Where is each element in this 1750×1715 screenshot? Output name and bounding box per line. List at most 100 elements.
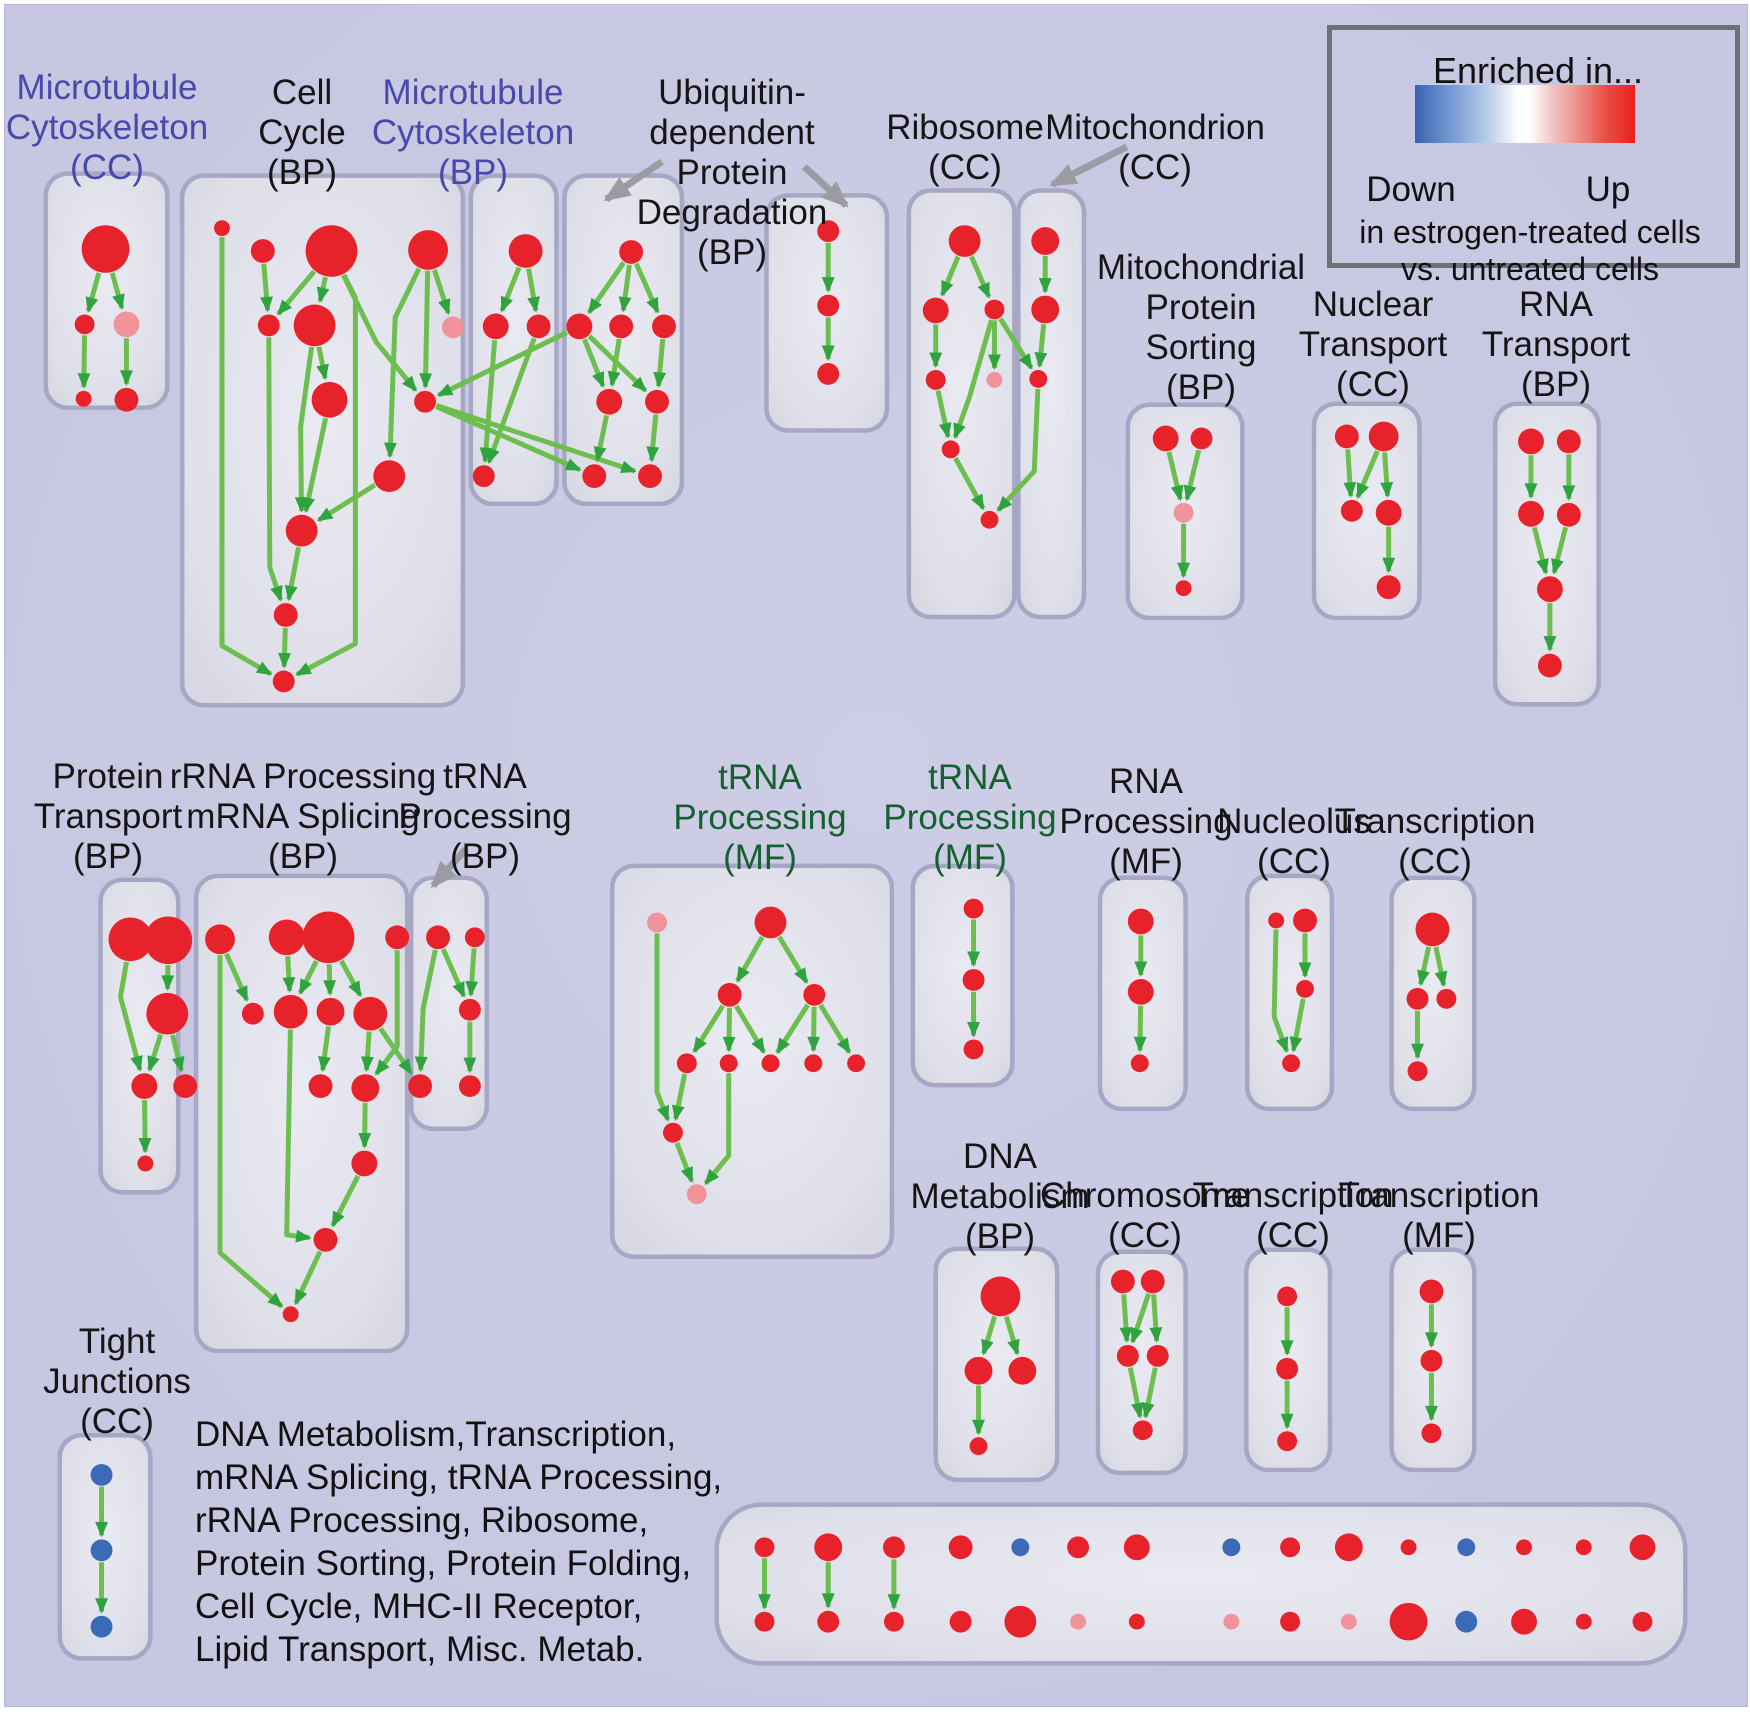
go-term-node [1280,1611,1301,1632]
go-term-node [257,314,280,337]
go-term-node [1556,429,1581,454]
edge-arrow [735,935,765,983]
figure-canvas: Microtubule Cytoskeleton (CC) Cell Cycle … [4,4,1748,1707]
cluster-box-multi-category [714,1502,1688,1666]
edge-arrow [147,1033,164,1072]
go-term-node [385,925,410,950]
go-term-node [1375,499,1402,526]
edge-arrow [358,1102,372,1149]
legend-box: Enriched in... Down Up in estrogen-treat… [1327,25,1740,287]
edge-arrow [297,960,319,995]
edge-arrow [419,270,433,389]
cluster-label-transcription-mf: Transcription (MF) [1338,1176,1540,1255]
go-term-node [638,464,662,489]
edge-arrow [593,414,609,463]
edge-arrow [1380,452,1394,498]
go-term-node [719,1054,738,1073]
edge-arrow [316,346,329,381]
edge-arrow [981,1315,997,1356]
go-term-node [717,982,742,1007]
cluster-box-mitochondrion [1016,188,1087,620]
edge-arrow [293,1250,323,1306]
edge-arrow [117,961,143,1072]
go-term-node [351,1074,380,1102]
edge-arrow [618,264,632,313]
go-term-node [963,898,984,919]
go-term-node [1123,1534,1150,1561]
multi-category-text: DNA Metabolism,Transcription, mRNA Splic… [195,1415,723,1669]
edge-arrow [486,337,537,464]
go-term-node [173,1074,198,1099]
cluster-label-trna-mf-1: tRNA Processing (MF) [673,758,847,877]
go-term-node [1516,1539,1532,1556]
edge-arrow [777,935,809,984]
cluster-box-ubiquitin [562,173,685,507]
go-term-node [1128,1613,1145,1630]
legend-up-label: Up [1585,170,1631,209]
go-term-node [803,983,826,1006]
go-term-node [754,906,787,939]
cluster-label-mitochondrion: Mitochondrion (CC) [1045,108,1265,187]
edge-arrow [1343,449,1357,498]
go-term-node [647,912,667,933]
go-term-node [963,1039,984,1060]
legend-subtitle-line2: vs. untreated cells [1401,251,1659,287]
go-term-node [1152,425,1179,452]
edge-arrow [818,1003,852,1054]
edge-arrow [219,237,273,677]
cluster-label-nuclear-transport: Nuclear Transport (CC) [1298,285,1448,404]
edge-arrow [294,346,315,513]
edge-arrow [1149,1294,1163,1343]
go-term-node [75,390,92,407]
go-term-node [662,1122,683,1143]
go-term-node [986,371,1003,388]
edge-arrow [953,456,986,511]
cluster-label-rna-transport: RNA Transport (BP) [1481,285,1631,404]
edge-arrow [316,276,330,304]
go-term-node [1334,424,1359,449]
go-term-node [596,388,623,415]
go-term-node [90,1539,113,1562]
go-term-node [311,381,348,418]
go-term-node [250,239,275,263]
go-term-node [1116,1344,1139,1367]
edge-arrow [479,340,498,464]
go-term-node [1293,908,1317,933]
cluster-box-trna-mf-2 [910,863,1015,1088]
edge-arrow [1130,1292,1152,1344]
go-term-node [508,234,543,268]
go-term-node [1127,908,1154,935]
go-term-node [754,1537,775,1558]
go-term-node [441,316,464,339]
edge-arrow [734,1004,767,1054]
edge-arrow [276,269,317,316]
cluster-label-trna-bp: tRNA Processing (BP) [398,757,572,876]
cluster-label-dna-metabolism: DNA Metabolism (BP) [910,1137,1090,1256]
edge-arrow [278,627,292,669]
go-term-node [90,1463,113,1486]
go-term-node [113,311,140,338]
edge-arrow [339,959,363,998]
edge-arrow [323,964,337,996]
go-term-node [804,1054,823,1073]
edge-arrow [653,338,667,388]
go-term-node [205,924,235,955]
cluster-box-nucleolus [1245,873,1335,1112]
go-term-node [426,925,450,950]
go-term-node [1406,987,1429,1010]
cluster-label-rna-processing-mf: RNA Processing (MF) [1059,762,1233,881]
go-term-node [948,225,981,257]
go-term-node [817,363,840,385]
go-term-node [214,220,230,237]
go-term-node [1146,1344,1169,1367]
go-term-node [883,1611,904,1632]
cluster-label-mito-protein-sorting: Mitochondrial Protein Sorting (BP) [1096,248,1306,407]
go-term-node [373,460,406,492]
cluster-label-ubiquitin: Ubiquitin- dependent Protein Degradation… [636,73,828,272]
edge-arrow [1003,1315,1020,1356]
go-term-node [137,1155,154,1172]
legend-subtitle-line1: in estrogen-treated cells [1359,214,1701,250]
edge-arrow [282,956,296,993]
go-term-node [609,314,634,339]
go-term-node [1400,1539,1417,1556]
